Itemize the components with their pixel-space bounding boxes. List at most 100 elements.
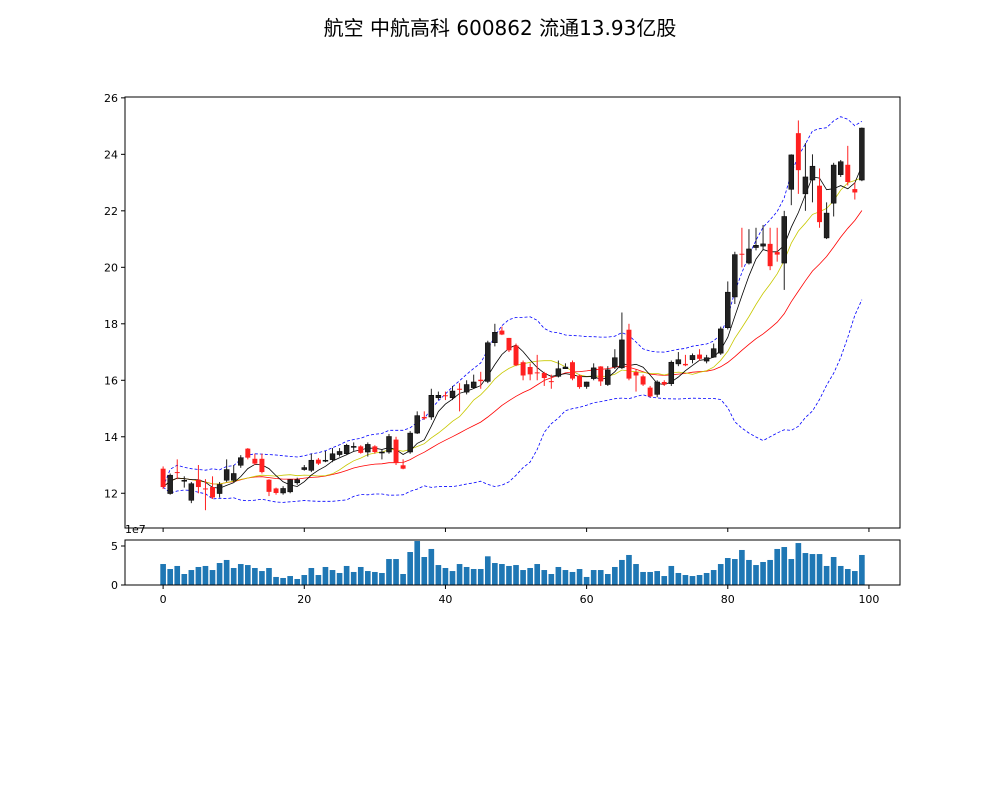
- volume-bar: [633, 564, 639, 585]
- candle-body: [682, 363, 688, 366]
- candle: [252, 453, 258, 466]
- candle-body: [590, 367, 597, 379]
- volume-bar: [746, 559, 752, 585]
- price-y-tick-label: 14: [104, 431, 118, 444]
- candle-body: [407, 432, 413, 453]
- volume-bar: [682, 575, 689, 585]
- candle-body: [181, 480, 188, 482]
- volume-bar: [174, 565, 181, 585]
- candle-body: [223, 469, 230, 481]
- volume-bar: [477, 569, 484, 585]
- candle-body: [577, 375, 583, 388]
- volume-bar: [809, 554, 816, 585]
- candle-body: [562, 366, 569, 369]
- volume-bar: [336, 572, 343, 585]
- candle: [548, 374, 554, 389]
- volume-bar: [386, 559, 392, 585]
- volume-bar: [760, 561, 766, 585]
- candle: [633, 368, 639, 392]
- volume-bar: [181, 574, 188, 585]
- candle: [732, 251, 738, 305]
- candle: [859, 127, 865, 182]
- volume-bar: [202, 565, 209, 585]
- candle-body: [739, 253, 745, 255]
- volume-bar: [788, 559, 795, 585]
- candle-body: [308, 459, 315, 471]
- candle-body: [703, 357, 710, 362]
- candle: [216, 481, 223, 498]
- volume-bar: [703, 572, 710, 585]
- candle: [774, 227, 780, 262]
- candle: [266, 479, 272, 497]
- volume-bar: [322, 566, 329, 585]
- volume-bar: [823, 565, 830, 585]
- candle: [174, 459, 180, 480]
- candle: [823, 202, 830, 240]
- candle-body: [570, 362, 575, 379]
- candle: [654, 380, 660, 398]
- candle: [414, 411, 420, 434]
- candle-body: [273, 488, 279, 493]
- candle: [562, 363, 569, 369]
- volume-bar: [506, 565, 512, 585]
- volume-bar: [774, 548, 781, 585]
- volume-bar: [463, 566, 470, 585]
- candle-body: [725, 291, 731, 329]
- volume-bar: [209, 570, 216, 585]
- candle: [605, 366, 611, 386]
- candle: [795, 120, 801, 194]
- candle-body: [216, 484, 223, 494]
- candle-body: [534, 372, 540, 374]
- candle-body: [746, 248, 752, 264]
- candle-body: [393, 439, 399, 464]
- candle-body: [499, 330, 505, 335]
- candle: [513, 343, 519, 367]
- candle-body: [301, 467, 308, 470]
- volume-bar: [710, 570, 717, 585]
- volume-bar: [301, 575, 308, 585]
- candle-body: [329, 453, 336, 460]
- candle-body: [457, 388, 463, 390]
- volume-bar: [844, 569, 851, 585]
- volume-offset-label: 1e7: [125, 523, 146, 536]
- volume-bar: [626, 554, 632, 585]
- candle-body: [513, 345, 519, 366]
- candle: [210, 476, 215, 499]
- candle-body: [238, 457, 244, 466]
- candle: [809, 154, 816, 203]
- candle: [626, 323, 632, 381]
- candle-body: [852, 189, 858, 193]
- volume-bar: [576, 569, 583, 585]
- volume-bar: [541, 570, 548, 585]
- candle: [188, 481, 195, 504]
- volume-bar: [484, 556, 491, 585]
- candle: [195, 465, 201, 494]
- candle-body: [188, 483, 195, 501]
- price-y-tick-label: 24: [104, 148, 118, 161]
- candle-body: [583, 381, 590, 387]
- candle-body: [400, 465, 406, 469]
- volume-bar: [294, 578, 301, 585]
- x-tick-label: 60: [580, 593, 594, 606]
- candle: [577, 374, 583, 389]
- candle-body: [463, 384, 470, 393]
- candle-body: [245, 448, 251, 458]
- candle-body: [830, 164, 837, 204]
- candle: [837, 159, 844, 177]
- candle: [478, 371, 484, 389]
- candle: [583, 381, 590, 389]
- candle: [640, 374, 646, 386]
- candle-body: [760, 243, 766, 247]
- candle: [682, 354, 688, 367]
- candle: [181, 476, 188, 488]
- candle: [343, 443, 350, 456]
- candle: [470, 374, 477, 389]
- candle-body: [817, 185, 823, 223]
- candle-body: [717, 328, 724, 354]
- volume-bar: [449, 571, 456, 585]
- candle-body: [350, 446, 357, 448]
- candle-body: [795, 133, 801, 171]
- volume-bar: [364, 571, 371, 585]
- candle: [442, 391, 448, 401]
- candle: [717, 326, 724, 355]
